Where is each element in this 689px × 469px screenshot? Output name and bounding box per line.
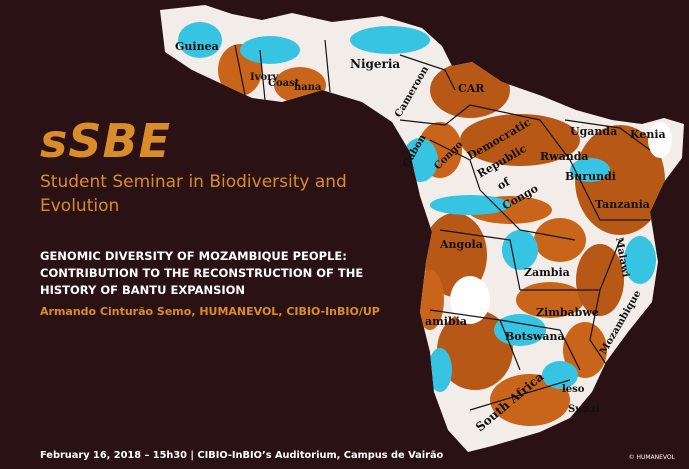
event-footer: February 16, 2018 – 15h30 | CIBIO-InBIO’… xyxy=(40,450,444,461)
label-coast: Coast xyxy=(268,78,300,89)
country-borders xyxy=(234,39,651,411)
label-guinea: Guinea xyxy=(175,40,219,53)
seminar-title-line1: Student Seminar in Biodiversity and xyxy=(40,172,347,192)
brand-logo: sSBE xyxy=(40,114,171,168)
seminar-title: Student Seminar in Biodiversity and Evol… xyxy=(40,170,370,218)
talk-title-line2: CONTRIBUTION TO THE RECONSTRUCTION OF TH… xyxy=(40,266,364,280)
label-rwanda: Rwanda xyxy=(540,150,589,163)
label-ghana: hana xyxy=(294,82,322,93)
label-tanzania: Tanzania xyxy=(595,198,650,211)
label-uganda: Uganda xyxy=(570,125,617,138)
copyright-notice: © HUMANEVOL xyxy=(628,454,675,461)
label-swaziland: Swazi xyxy=(568,404,600,415)
label-car: CAR xyxy=(458,82,485,95)
speaker-line: Armando Cinturão Semo, HUMANEVOL, CIBIO-… xyxy=(40,305,380,318)
label-zimbabwe: Zimbabwe xyxy=(536,306,599,319)
label-kenia: Kenia xyxy=(630,128,666,141)
label-angola: Angola xyxy=(439,238,483,251)
label-burundi: Burundi xyxy=(565,170,616,183)
label-zambia: Zambia xyxy=(524,266,570,279)
label-lesotho: leso xyxy=(562,384,585,395)
talk-title: GENOMIC DIVERSITY OF MOZAMBIQUE PEOPLE: … xyxy=(40,248,420,299)
talk-title-line1: GENOMIC DIVERSITY OF MOZAMBIQUE PEOPLE: xyxy=(40,249,347,263)
label-botswana: Botswana xyxy=(505,330,565,343)
label-namibia: amibia xyxy=(425,315,467,328)
seminar-title-line2: Evolution xyxy=(40,196,120,216)
label-ivory: Ivory xyxy=(250,72,279,83)
talk-title-line3: HISTORY OF BANTU EXPANSION xyxy=(40,283,246,297)
label-nigeria: Nigeria xyxy=(350,57,400,71)
